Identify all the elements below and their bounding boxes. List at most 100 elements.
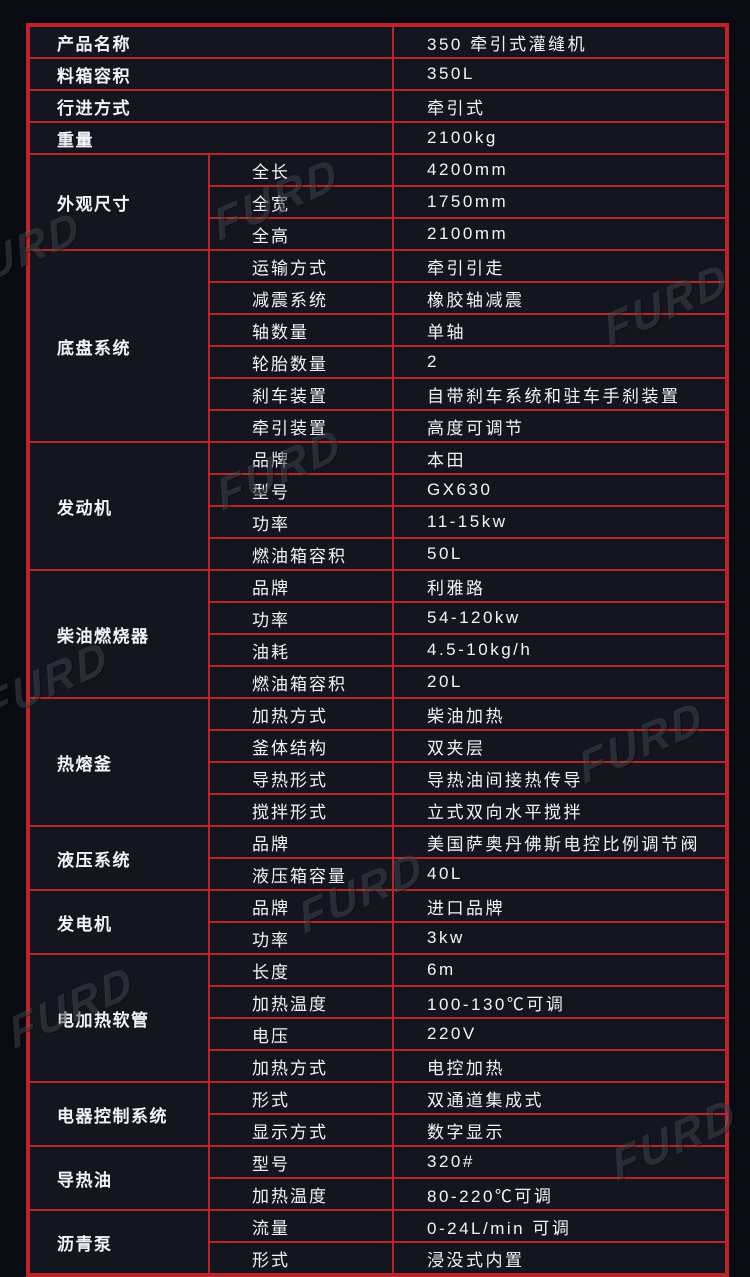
spec-category: 行进方式 <box>27 89 394 123</box>
table-row: 油耗 4.5-10kg/h <box>28 633 728 667</box>
spec-value: 浸没式内置 <box>392 1241 728 1276</box>
spec-label: 形式 <box>208 1081 394 1115</box>
spec-value: 4200mm <box>392 153 728 187</box>
spec-value: 350 牵引式灌缝机 <box>392 24 728 59</box>
spec-label: 形式 <box>208 1241 394 1276</box>
spec-value: 40L <box>392 857 728 891</box>
spec-label: 型号 <box>208 1145 394 1179</box>
spec-label: 搅拌形式 <box>208 793 394 827</box>
spec-label: 油耗 <box>208 633 394 667</box>
spec-label: 品牌 <box>208 825 394 859</box>
spec-category: 发动机 <box>27 441 210 571</box>
table-row: 热熔釜 加热方式 柴油加热 <box>27 697 728 827</box>
spec-label: 功率 <box>208 921 394 955</box>
spec-label: 品牌 <box>208 889 394 923</box>
spec-value: 美国萨奥丹佛斯电控比例调节阀 <box>392 825 728 859</box>
spec-value: 立式双向水平搅拌 <box>392 793 728 827</box>
spec-label: 加热方式 <box>208 1049 394 1083</box>
spec-label: 减震系统 <box>208 281 394 315</box>
table-row: 柴油燃烧器 品牌 利雅路 <box>27 569 728 699</box>
spec-value: 0-24L/min 可调 <box>392 1209 728 1243</box>
table-row: 行进方式 牵引式 <box>27 89 728 123</box>
table-row: 全高 2100mm <box>28 217 728 251</box>
table-row: 燃油箱容积 50L <box>28 537 728 571</box>
spec-label: 轮胎数量 <box>208 345 394 379</box>
spec-value: 本田 <box>392 441 728 475</box>
table-row: 型号 GX630 <box>28 473 728 507</box>
table-row: 料箱容积 350L <box>27 57 728 91</box>
table-row: 产品名称 350 牵引式灌缝机 <box>27 24 728 59</box>
spec-label: 燃油箱容积 <box>208 537 394 571</box>
spec-category: 外观尺寸 <box>27 153 210 251</box>
spec-label: 流量 <box>208 1209 394 1243</box>
spec-category: 柴油燃烧器 <box>27 569 210 699</box>
spec-value: GX630 <box>392 473 728 507</box>
spec-value: 54-120kw <box>392 601 728 635</box>
spec-category: 电加热软管 <box>27 953 210 1083</box>
spec-value: 牵引引走 <box>392 249 728 283</box>
table-row: 沥青泵 流量 0-24L/min 可调 <box>27 1209 728 1276</box>
spec-value: 橡胶轴减震 <box>392 281 728 315</box>
table-row: 燃油箱容积 20L <box>28 665 728 699</box>
table-row: 发电机 品牌 进口品牌 <box>27 889 728 955</box>
spec-value: 3kw <box>392 921 728 955</box>
spec-value: 单轴 <box>392 313 728 347</box>
table-row: 轴数量 单轴 <box>28 313 728 347</box>
spec-value: 自带刹车系统和驻车手刹装置 <box>392 377 728 411</box>
spec-value: 2 <box>392 345 728 379</box>
spec-label: 全高 <box>208 217 394 251</box>
table-row: 导热油 型号 320# <box>27 1145 728 1211</box>
table-row: 显示方式 数字显示 <box>28 1113 728 1147</box>
table-row: 刹车装置 自带刹车系统和驻车手刹装置 <box>28 377 728 411</box>
spec-value: 4.5-10kg/h <box>392 633 728 667</box>
spec-value: 6m <box>392 953 728 987</box>
spec-table: 产品名称 350 牵引式灌缝机 料箱容积 350L 行进方式 牵引式 重量 2 1… <box>26 23 729 1277</box>
spec-label: 液压箱容量 <box>208 857 394 891</box>
table-row: 全宽 1750mm <box>28 185 728 219</box>
spec-value: 100-130℃可调 <box>392 985 728 1019</box>
spec-category: 重量 <box>27 121 394 155</box>
table-row: 加热方式 电控加热 <box>28 1049 728 1083</box>
spec-label: 全长 <box>208 153 394 187</box>
spec-value: 高度可调节 <box>392 409 728 443</box>
table-row: 外观尺寸 全长 4200mm <box>27 153 728 251</box>
spec-label: 加热温度 <box>208 1177 394 1211</box>
spec-label: 刹车装置 <box>208 377 394 411</box>
spec-label: 牵引装置 <box>208 409 394 443</box>
spec-label: 釜体结构 <box>208 729 394 763</box>
spec-value: 80-220℃可调 <box>392 1177 728 1211</box>
spec-value: 350L <box>392 57 728 91</box>
spec-sheet-page: { "watermark": { "text": "FURD" }, "colo… <box>0 23 743 1277</box>
spec-label: 型号 <box>208 473 394 507</box>
spec-value: 1750mm <box>392 185 728 219</box>
table-row: 电器控制系统 形式 双通道集成式 <box>27 1081 728 1147</box>
table-row: 导热形式 导热油间接热传导 <box>28 761 728 795</box>
spec-label: 电压 <box>208 1017 394 1051</box>
spec-label: 功率 <box>208 505 394 539</box>
spec-value: 320# <box>392 1145 728 1179</box>
spec-value: 双夹层 <box>392 729 728 763</box>
table-row: 牵引装置 高度可调节 <box>28 409 728 443</box>
spec-category: 底盘系统 <box>27 249 210 443</box>
spec-label: 导热形式 <box>208 761 394 795</box>
spec-category: 料箱容积 <box>27 57 394 91</box>
table-row: 减震系统 橡胶轴减震 <box>28 281 728 315</box>
table-row: 釜体结构 双夹层 <box>28 729 728 763</box>
table-row: 轮胎数量 2 <box>28 345 728 379</box>
table-row: 电压 220V <box>28 1017 728 1051</box>
spec-value: 进口品牌 <box>392 889 728 923</box>
table-row: 加热温度 80-220℃可调 <box>28 1177 728 1211</box>
spec-label: 运输方式 <box>208 249 394 283</box>
table-row: 功率 3kw <box>28 921 728 955</box>
spec-value: 数字显示 <box>392 1113 728 1147</box>
spec-value: 柴油加热 <box>392 697 728 731</box>
spec-value: 11-15kw <box>392 505 728 539</box>
table-row: 液压箱容量 40L <box>28 857 728 891</box>
spec-category: 液压系统 <box>27 825 210 891</box>
spec-value: 牵引式 <box>392 89 728 123</box>
spec-label: 全宽 <box>208 185 394 219</box>
table-row: 搅拌形式 立式双向水平搅拌 <box>28 793 728 827</box>
spec-value: 利雅路 <box>392 569 728 603</box>
table-row: 电加热软管 长度 6m <box>27 953 728 1083</box>
spec-category: 导热油 <box>27 1145 210 1211</box>
